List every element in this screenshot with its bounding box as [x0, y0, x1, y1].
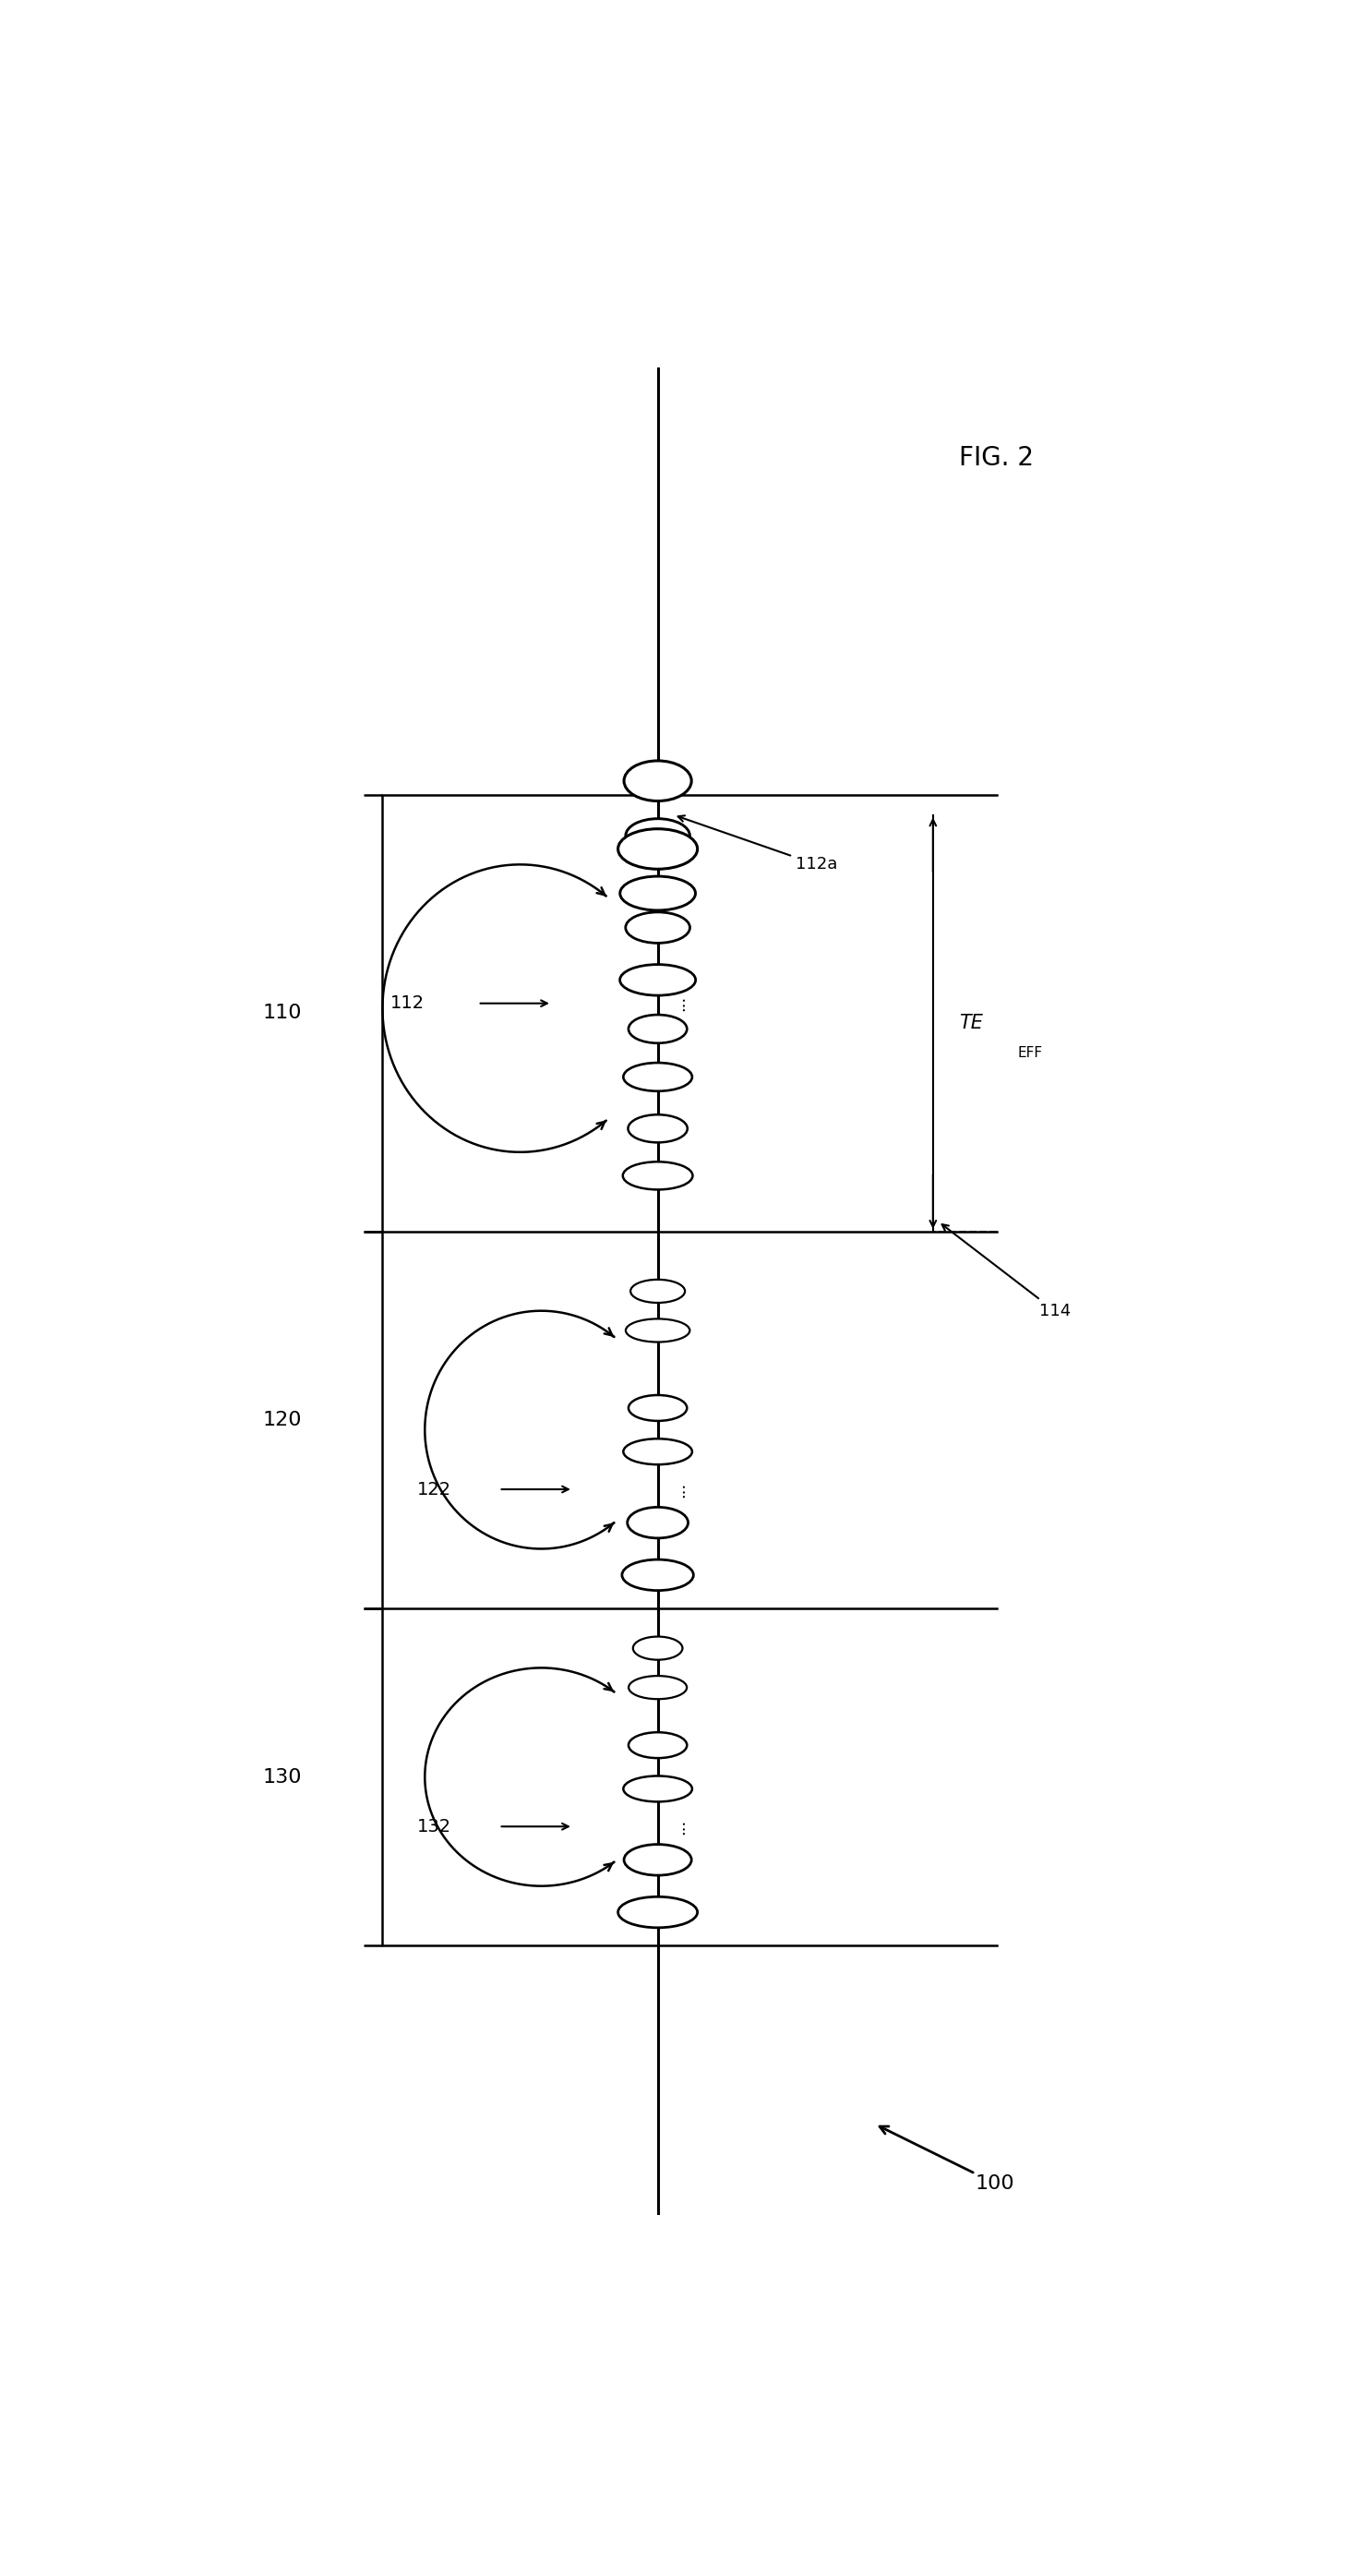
Text: TE: TE: [959, 1015, 984, 1033]
Ellipse shape: [617, 829, 698, 868]
Ellipse shape: [623, 1440, 693, 1466]
Ellipse shape: [626, 1319, 690, 1342]
Ellipse shape: [626, 819, 690, 853]
Text: ···: ···: [676, 994, 693, 1012]
Ellipse shape: [620, 963, 695, 994]
Text: 112a: 112a: [678, 817, 837, 873]
Ellipse shape: [632, 1636, 683, 1659]
Text: 122: 122: [417, 1481, 451, 1499]
Ellipse shape: [623, 1064, 693, 1092]
Ellipse shape: [628, 1396, 687, 1422]
Ellipse shape: [628, 1677, 687, 1700]
Ellipse shape: [626, 912, 690, 943]
Ellipse shape: [624, 1844, 691, 1875]
Ellipse shape: [628, 1015, 687, 1043]
Ellipse shape: [620, 876, 695, 909]
Ellipse shape: [623, 1775, 693, 1801]
Text: 100: 100: [975, 2174, 1015, 2192]
Ellipse shape: [623, 1162, 693, 1190]
Ellipse shape: [627, 1507, 688, 1538]
Ellipse shape: [628, 1731, 687, 1757]
Text: 132: 132: [417, 1819, 451, 1834]
Ellipse shape: [631, 1280, 684, 1303]
Text: FIG. 2: FIG. 2: [959, 446, 1034, 471]
Text: 114: 114: [943, 1224, 1071, 1319]
Text: 130: 130: [262, 1767, 302, 1785]
Text: 120: 120: [262, 1412, 302, 1430]
Ellipse shape: [622, 1558, 694, 1589]
Text: EFF: EFF: [1018, 1046, 1042, 1059]
Text: 112: 112: [391, 994, 425, 1012]
Text: ···: ···: [676, 1819, 693, 1834]
Text: ···: ···: [676, 1481, 693, 1497]
Ellipse shape: [617, 1896, 698, 1927]
Ellipse shape: [628, 1115, 687, 1144]
Ellipse shape: [624, 760, 691, 801]
Text: 110: 110: [262, 1005, 302, 1023]
